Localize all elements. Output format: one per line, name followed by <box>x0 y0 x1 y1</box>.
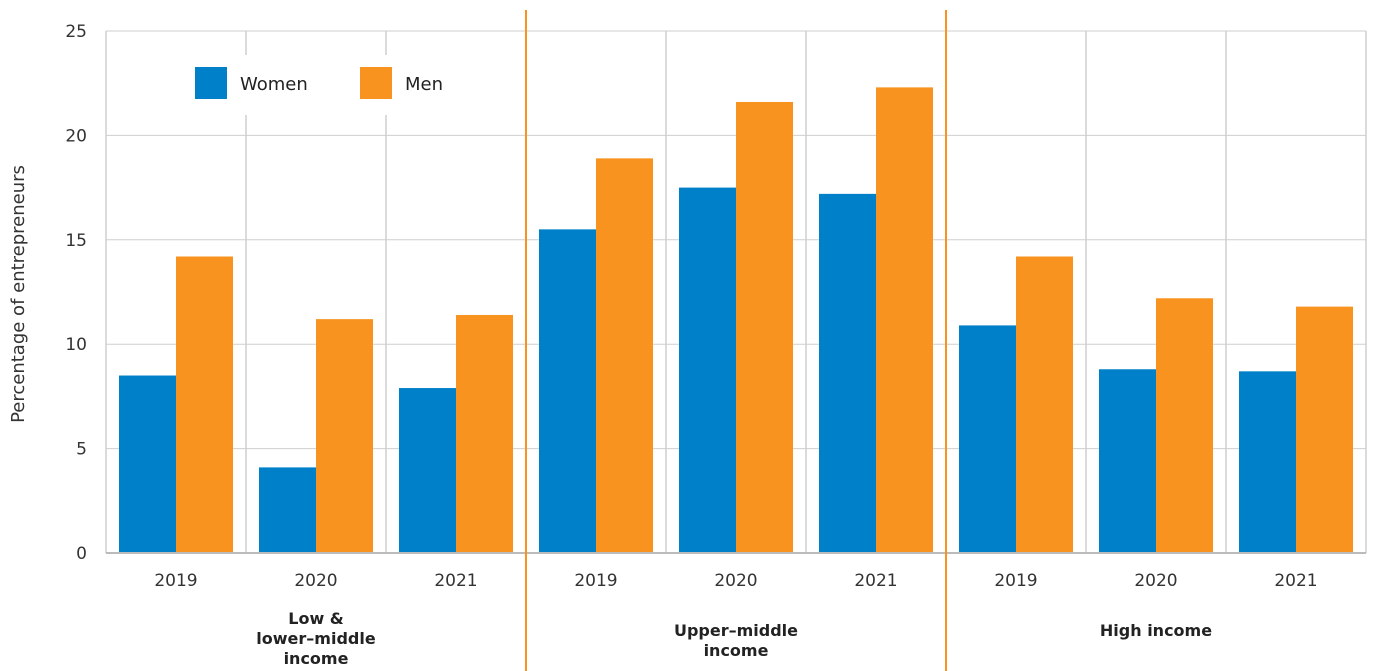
bar-women <box>399 388 456 553</box>
group-separators <box>525 10 947 671</box>
bar-men <box>1156 298 1213 553</box>
x-tick-label: 2019 <box>574 571 617 591</box>
group-labels: Low &lower–middleincomeUpper–middleincom… <box>256 609 1212 668</box>
y-tick-label: 15 <box>65 231 87 251</box>
x-tick-label: 2020 <box>294 571 337 591</box>
bar-men <box>316 319 373 553</box>
bar-women <box>959 325 1016 553</box>
bar-men <box>456 314 513 553</box>
bar-men <box>876 87 933 553</box>
x-tick-label: 2021 <box>434 571 477 591</box>
bar-women <box>679 187 736 553</box>
y-tick-label: 0 <box>76 544 87 564</box>
bar-women <box>539 229 596 554</box>
group-label: income <box>704 641 769 660</box>
bar-women <box>259 467 316 553</box>
x-tick-label: 2020 <box>1134 571 1177 591</box>
axes <box>105 31 1367 554</box>
x-tick-label: 2019 <box>154 571 197 591</box>
group-label: income <box>284 649 349 668</box>
bar-men <box>736 101 793 553</box>
bar-women <box>819 193 876 553</box>
bar-women <box>1099 369 1156 553</box>
group-label: High income <box>1100 621 1212 640</box>
y-tick-label: 5 <box>76 440 87 460</box>
bar-men <box>1016 256 1073 553</box>
bar-men <box>176 256 233 553</box>
legend-swatch-men <box>360 67 392 99</box>
x-tick-label: 2019 <box>994 571 1037 591</box>
x-tick-label: 2020 <box>714 571 757 591</box>
x-tick-label: 2021 <box>1274 571 1317 591</box>
y-axis-label: Percentage of entrepreneurs <box>8 165 29 423</box>
legend-label-women: Women <box>240 74 308 95</box>
y-tick-label: 25 <box>65 22 87 42</box>
group-label: Low & <box>288 609 344 628</box>
legend-label-men: Men <box>405 74 443 95</box>
bar-men <box>1296 306 1353 553</box>
bars <box>119 87 1353 554</box>
legend: Women Men <box>180 55 470 115</box>
legend-swatch-women <box>195 67 227 99</box>
y-tick-label: 10 <box>65 335 87 355</box>
bar-women <box>1239 371 1296 553</box>
bar-women <box>119 375 176 553</box>
bar-men <box>596 158 653 554</box>
tick-labels: 0 5 10 15 20 25 2019 2020 2021 2019 2020 2021 2019 20… <box>65 22 1317 591</box>
y-tick-label: 20 <box>65 126 87 146</box>
x-tick-label: 2021 <box>854 571 897 591</box>
group-label: lower–middle <box>256 629 376 648</box>
group-label: Upper–middle <box>674 621 798 640</box>
